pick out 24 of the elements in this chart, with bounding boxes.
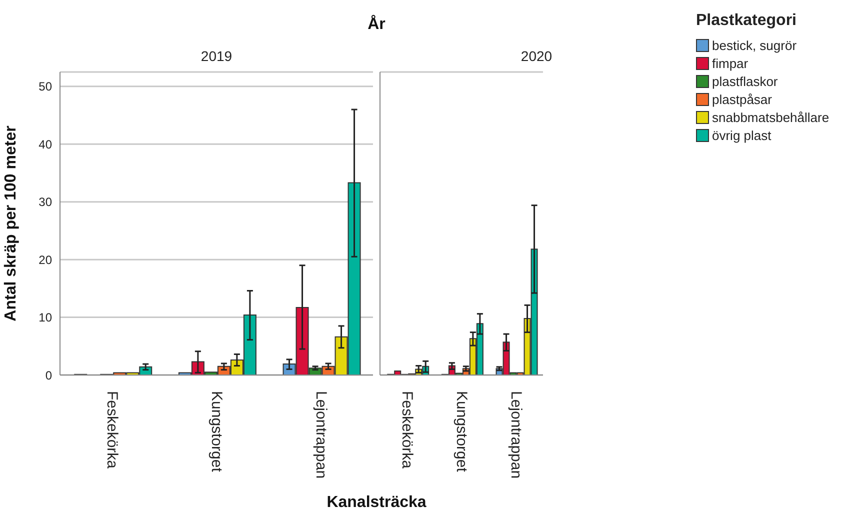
legend-label: fimpar: [712, 56, 748, 70]
chart-title: 2020: [520, 48, 554, 64]
y-tick-label: 10: [38, 310, 52, 325]
y-tick-label: 40: [38, 137, 52, 152]
y-tick-label: 20: [38, 252, 52, 267]
y-tick-label: 0: [45, 368, 52, 382]
x-tick-label: Kungstorget: [453, 391, 470, 473]
x-tick-label: Lejontrappan: [312, 391, 330, 479]
y-tick-label: 30: [38, 195, 52, 210]
x-tick-label: Kungstorget: [208, 391, 225, 473]
x-tick-label: Lejontrappan: [507, 391, 524, 479]
legend-title: Plastkategori: [696, 12, 798, 30]
y-axis-title: Antal skräp per 100 meter: [2, 126, 20, 322]
y-tick-label: 50: [38, 80, 52, 94]
x-tick-label: Feskekörka: [104, 391, 121, 470]
legend-label: snabbmatsbehållare: [712, 110, 830, 124]
x-tick-label: Feskekörka: [398, 391, 416, 470]
legend-label: övrig plast: [712, 128, 772, 142]
legend-label: plastflaskor: [712, 74, 778, 88]
x-axis-title: Kanalsträcka: [326, 494, 428, 512]
legend-label: plastpåsar: [712, 92, 772, 106]
text: År: [366, 16, 386, 34]
chart-title: 2019: [200, 48, 234, 64]
legend-label: bestick, sugrör: [712, 38, 797, 52]
